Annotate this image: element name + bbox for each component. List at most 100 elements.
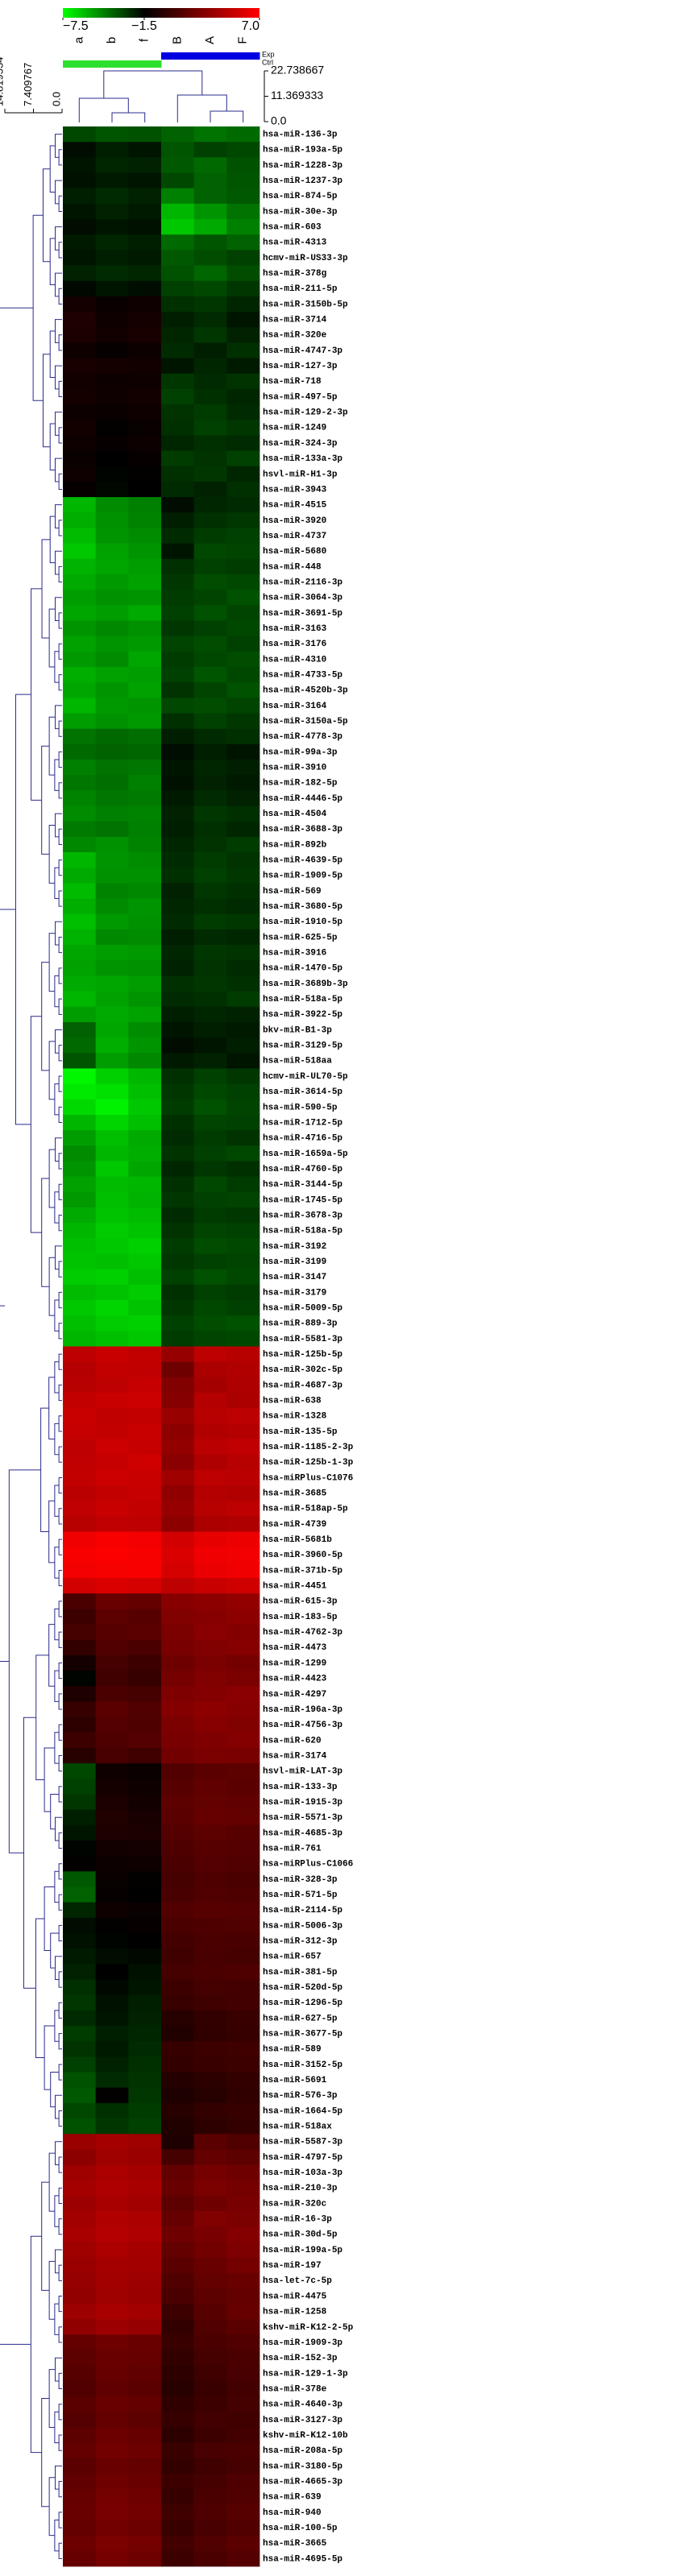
heatmap-cell <box>193 420 227 436</box>
row-label: hsa-miR-199a-5p <box>263 2246 342 2255</box>
heatmap-cell <box>193 1809 227 1826</box>
heatmap-cell <box>95 574 129 590</box>
heatmap-cell <box>95 2257 129 2274</box>
row-label: hsa-miR-615-3p <box>263 1597 338 1607</box>
row-label: hsa-miR-3678-3p <box>263 1211 342 1220</box>
row-label: hsa-miR-3680-5p <box>263 902 342 912</box>
heatmap-cell <box>63 2550 97 2567</box>
heatmap-cell <box>63 2458 97 2475</box>
heatmap-cell <box>161 2319 195 2335</box>
row-label: hsa-miR-196a-3p <box>263 1705 342 1715</box>
heatmap-cell <box>226 1779 260 1795</box>
annotation-label: Exp <box>262 50 275 58</box>
heatmap-cell <box>128 1794 162 1811</box>
row-label: hsa-miR-99a-3p <box>263 748 338 757</box>
heatmap-cell <box>63 1871 97 1887</box>
heatmap-cell <box>193 760 227 776</box>
heatmap-cell <box>161 388 195 405</box>
heatmap-cell <box>161 2010 195 2027</box>
heatmap-cell <box>226 2164 260 2181</box>
row-label: hsa-miR-3064-3p <box>263 594 342 603</box>
heatmap-cell <box>128 1269 162 1286</box>
row-label: hsa-miR-3147 <box>263 1273 326 1282</box>
heatmap-cell <box>226 1949 260 1965</box>
heatmap-cell <box>193 1469 227 1486</box>
heatmap-cell <box>63 1037 97 1054</box>
heatmap-cell <box>193 1053 227 1069</box>
heatmap-cell <box>226 1083 260 1100</box>
heatmap-cell <box>226 2102 260 2119</box>
heatmap-cell <box>161 1856 195 1872</box>
heatmap-cell <box>226 1331 260 1347</box>
heatmap-cell <box>63 1856 97 1872</box>
heatmap-cell <box>95 991 129 1008</box>
heatmap-cell <box>63 1501 97 1517</box>
heatmap-cell <box>193 2164 227 2181</box>
heatmap-cell <box>226 2211 260 2227</box>
heatmap-cell <box>226 1469 260 1486</box>
heatmap-cell <box>226 2319 260 2335</box>
heatmap-cell <box>193 1979 227 1996</box>
heatmap-cell <box>63 2118 97 2135</box>
heatmap-cell <box>63 250 97 266</box>
heatmap-cell <box>226 1501 260 1517</box>
heatmap-cell <box>63 126 97 143</box>
heatmap-cell <box>95 2180 129 2197</box>
heatmap-cell <box>161 2072 195 2089</box>
heatmap-cell <box>226 2072 260 2089</box>
heatmap-cell <box>161 358 195 375</box>
heatmap-cell <box>95 1130 129 1146</box>
heatmap-cell <box>63 1809 97 1826</box>
heatmap-cell <box>128 1485 162 1501</box>
heatmap-cell <box>193 1547 227 1563</box>
heatmap-cell <box>161 420 195 436</box>
heatmap-cell <box>226 1238 260 1254</box>
heatmap-cell <box>193 1609 227 1625</box>
heatmap-cell <box>128 651 162 668</box>
heatmap-cell <box>161 945 195 961</box>
heatmap-cell <box>128 1501 162 1517</box>
heatmap-cell <box>193 1701 227 1718</box>
heatmap-cell <box>128 1671 162 1687</box>
heatmap-cell <box>226 157 260 173</box>
heatmap-cell <box>128 806 162 822</box>
heatmap-cell <box>161 1053 195 1069</box>
heatmap-cell <box>95 203 129 220</box>
heatmap-cell <box>226 1377 260 1394</box>
row-label: hsa-miR-3150b-5p <box>263 300 348 309</box>
heatmap-cell <box>193 219 227 235</box>
heatmap-cell <box>63 2380 97 2397</box>
heatmap-cell <box>161 1191 195 1208</box>
heatmap-cell <box>63 1299 97 1316</box>
heatmap-cell <box>95 1423 129 1439</box>
heatmap-cell <box>63 1191 97 1208</box>
row-label: hsa-miR-4665-3p <box>263 2477 342 2487</box>
heatmap-cell <box>95 1191 129 1208</box>
heatmap-cell <box>226 1068 260 1084</box>
row-label: hsa-miR-5681b <box>263 1535 332 1545</box>
heatmap-cell <box>63 806 97 822</box>
heatmap-cell <box>128 1639 162 1656</box>
heatmap-cell <box>63 1701 97 1718</box>
row-label: hsa-miR-4515 <box>263 501 327 511</box>
heatmap-cell <box>63 1469 97 1486</box>
heatmap-cell <box>161 1932 195 1949</box>
heatmap-cell <box>63 2304 97 2320</box>
heatmap-cell <box>63 1964 97 1980</box>
heatmap-cell <box>161 2458 195 2475</box>
heatmap-cell <box>128 342 162 358</box>
heatmap-cell <box>226 790 260 806</box>
row-label: hsa-miR-718 <box>263 377 322 387</box>
heatmap-cell <box>226 2350 260 2367</box>
heatmap-cell <box>226 2365 260 2382</box>
heatmap-cell <box>63 2149 97 2165</box>
heatmap-cell <box>63 1439 97 1456</box>
heatmap-cell <box>193 388 227 405</box>
row-label: hsa-miR-3689b-3p <box>263 979 348 989</box>
heatmap-cell <box>226 868 260 884</box>
column-label: A <box>203 36 217 44</box>
heatmap-cell <box>193 1006 227 1023</box>
heatmap-cell <box>95 1053 129 1069</box>
heatmap-cell <box>128 1346 162 1363</box>
